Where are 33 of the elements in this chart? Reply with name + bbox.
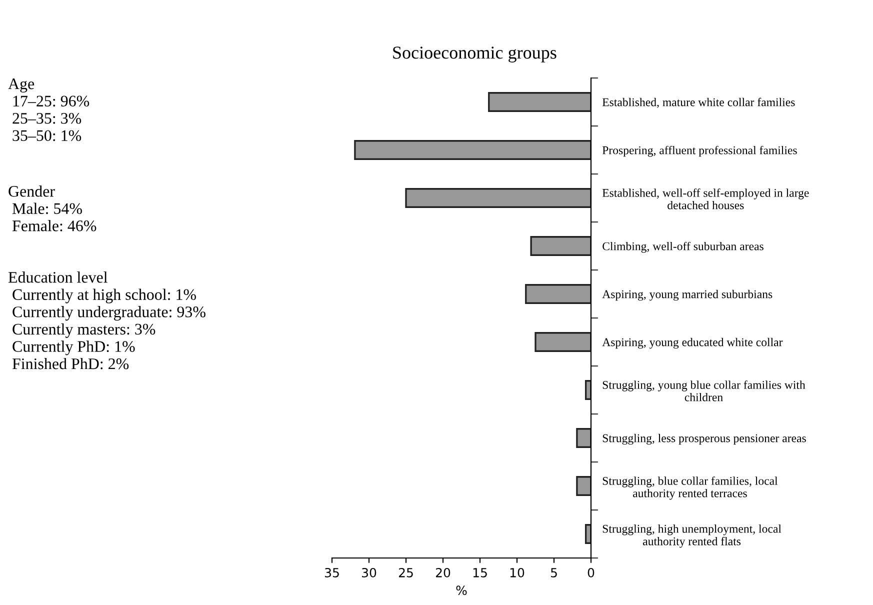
x-tick-label: 15: [473, 568, 487, 578]
text: Gender Male: 54% Female: 46%: [8, 186, 96, 232]
text: Education level Currently at high school: 1% Currently undergraduate: 93% Currently masters: 3% Currently PhD: 1% Finished PhD: 2%: [8, 272, 206, 370]
bar: [576, 476, 591, 496]
y-tick-label: Prospering, affluent professional families: [602, 146, 797, 157]
x-tick-label: 20: [436, 568, 450, 578]
x-tick-label: 30: [362, 568, 376, 578]
x-tick-label: 5: [550, 568, 557, 578]
y-tick-label: Struggling, young blue collar families with children: [602, 380, 806, 402]
y-tick-label: Struggling, high unemployment, local authority rented flats: [602, 524, 782, 548]
bar: [584, 524, 591, 544]
y-tick-label: Struggling, blue collar families, local authority rented terraces: [602, 476, 778, 500]
x-tick-label: 35: [325, 568, 339, 578]
y-tick-label: Aspiring, young married suburbians: [602, 290, 772, 301]
bar: [584, 380, 591, 400]
y-tick-label: Climbing, well-off suburban areas: [602, 242, 764, 253]
bar: [530, 236, 591, 256]
bar: [576, 428, 591, 448]
x-tick-label: 0: [588, 568, 594, 578]
bar: [534, 332, 591, 352]
x-tick-label: 10: [510, 568, 524, 578]
x-axis-title: %: [456, 586, 467, 596]
y-tick-label: Struggling, less prosperous pensioner areas: [602, 434, 806, 445]
bar: [525, 284, 591, 304]
chart-title: Socioeconomic groups: [393, 46, 556, 62]
bar: [405, 188, 591, 208]
y-tick-label: Aspiring, young educated white collar: [602, 338, 783, 349]
bar: [354, 140, 591, 160]
x-tick-label: 25: [398, 568, 413, 578]
text: Age 17–25: 96% 25–35: 3% 35–50: 1%: [8, 78, 90, 142]
y-tick-label: Established, well-off self-employed in large detached houses: [602, 188, 809, 210]
y-tick-label: Established, mature white collar families: [602, 98, 795, 108]
bar: [488, 92, 591, 112]
